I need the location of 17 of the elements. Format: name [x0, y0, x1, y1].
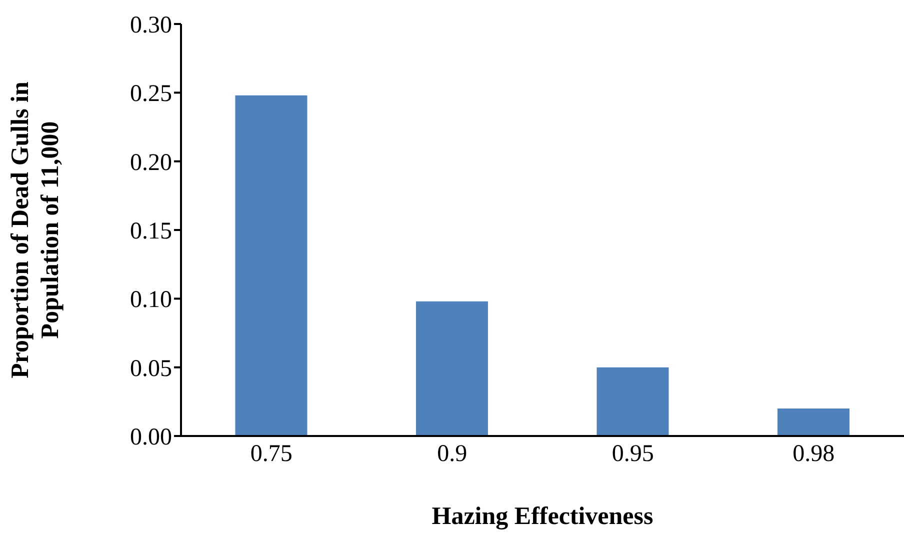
x-axis-title: Hazing Effectiveness [432, 503, 654, 530]
y-tick-label: 0.25 [130, 81, 172, 108]
y-tick-label: 0.30 [130, 12, 172, 39]
bar [235, 95, 308, 436]
x-tick-label: 0.75 [250, 441, 292, 468]
y-tick-label: 0.10 [130, 287, 172, 314]
y-axis-title: Proportion of Dead Gulls in Population of 11,000 [7, 82, 64, 378]
bar [416, 301, 488, 436]
y-tick-label: 0.05 [130, 356, 172, 382]
y-tick-label: 0.15 [130, 218, 172, 245]
x-tick-label: 0.9 [437, 441, 468, 468]
x-tick-label: 0.98 [792, 441, 835, 468]
y-tick-label: 0.00 [130, 424, 172, 451]
bar [777, 408, 850, 436]
y-tick-label: 0.20 [130, 150, 172, 176]
bar [596, 367, 669, 436]
x-tick-label: 0.95 [612, 441, 654, 468]
